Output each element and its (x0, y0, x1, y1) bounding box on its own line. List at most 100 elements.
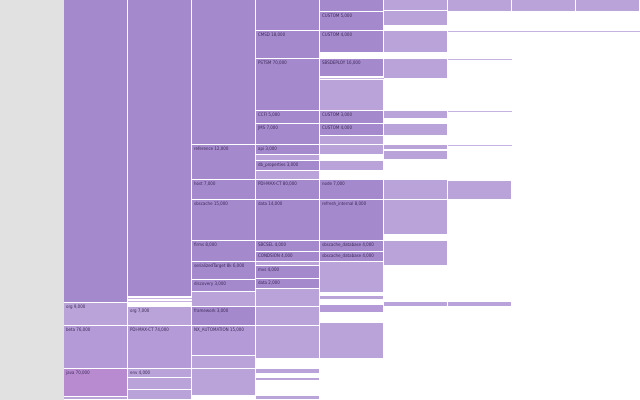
cell-label: NX_AUTOMATION 15,000 (194, 327, 244, 332)
icicle-cell[interactable] (320, 0, 384, 12)
icicle-cell[interactable] (320, 305, 384, 313)
cell-label: api 3,000 (258, 146, 277, 151)
icicle-cell[interactable] (576, 0, 640, 12)
icicle-cell[interactable] (256, 307, 320, 326)
icicle-cell[interactable] (384, 180, 448, 200)
icicle-cell[interactable] (256, 396, 320, 400)
cell-label: org 7,000 (130, 308, 150, 313)
icicle-cell[interactable] (192, 356, 256, 369)
icicle-cell[interactable]: beta 76,000 (64, 326, 128, 369)
icicle-cell[interactable] (320, 323, 384, 359)
icicle-cell[interactable]: serializedTarget 8k 6,000 (192, 262, 256, 280)
icicle-cell[interactable]: CMSD 18,000 (256, 31, 320, 59)
cell-label: serializedTarget 8k 6,000 (194, 263, 245, 268)
icicle-cell[interactable] (320, 80, 384, 111)
icicle-cell[interactable]: CONDSION 4,000 (256, 252, 320, 262)
icicle-cell[interactable] (256, 369, 320, 374)
icicle-cell[interactable] (384, 11, 448, 26)
cell-label: java 70,000 (66, 370, 90, 375)
cell-label: CMSD 18,000 (258, 32, 286, 37)
icicle-cell[interactable]: PDI-MAX-CT 80,000 (256, 180, 320, 200)
icicle-cell[interactable] (320, 296, 384, 300)
cell-label: reference 12,000 (194, 146, 229, 151)
icicle-cell[interactable] (128, 0, 192, 297)
icicle-cell[interactable]: org 9,000 (64, 303, 128, 326)
icicle-cell[interactable] (320, 161, 384, 171)
cell-label: sbscache_database 4,000 (322, 242, 374, 247)
icicle-cell[interactable]: SBCSEL 4,000 (256, 241, 320, 252)
icicle-cell[interactable]: sbscache_database 4,000 (320, 252, 384, 262)
icicle-cell[interactable]: framework 3,000 (192, 307, 256, 326)
icicle-cell[interactable] (256, 262, 320, 266)
icicle-cell[interactable]: api 3,000 (256, 145, 320, 155)
cell-label: discovery 3,000 (194, 281, 226, 286)
icicle-cell[interactable]: CCFI 5,000 (256, 111, 320, 124)
icicle-cell[interactable]: data 2,000 (256, 279, 320, 289)
icicle-cell[interactable]: db_properties 3,000 (256, 161, 320, 171)
icicle-cell[interactable]: CUSTOM 3,000 (320, 111, 384, 124)
cell-label: framework 3,000 (194, 308, 229, 313)
icicle-cell[interactable] (256, 155, 320, 161)
icicle-cell[interactable]: reference 12,000 (192, 145, 256, 180)
cell-label: db_properties 3,000 (258, 162, 299, 167)
icicle-cell[interactable] (192, 292, 256, 307)
icicle-cell[interactable]: CUSTOM 4,000 (320, 124, 384, 136)
icicle-cell[interactable] (384, 0, 448, 11)
icicle-cell[interactable] (384, 31, 448, 53)
icicle-cell[interactable] (384, 111, 448, 119)
cell-label: CCFI 5,000 (258, 112, 280, 117)
icicle-cell[interactable] (256, 326, 320, 359)
icicle-cell[interactable] (384, 241, 448, 266)
icicle-cell[interactable]: firms 8,000 (192, 241, 256, 262)
icicle-cell[interactable] (384, 151, 448, 160)
icicle-cell[interactable] (320, 145, 384, 155)
icicle-cell[interactable] (64, 0, 128, 303)
icicle-cell[interactable]: host 7,000 (192, 180, 256, 200)
cell-label: env 4,000 (130, 370, 151, 375)
icicle-cell[interactable] (256, 0, 320, 31)
icicle-cell[interactable] (448, 0, 512, 12)
cell-label: org 9,000 (66, 304, 86, 309)
icicle-cell[interactable]: PDI-MAX-CT 74,000 (128, 326, 192, 369)
icicle-cell[interactable]: java 70,000 (64, 369, 128, 397)
cell-label: firms 8,000 (194, 242, 217, 247)
icicle-cell[interactable] (128, 390, 192, 400)
icicle-cell[interactable]: env 4,000 (128, 369, 192, 378)
icicle-cell[interactable] (512, 0, 576, 12)
icicle-cell[interactable] (448, 181, 512, 200)
icicle-cell[interactable] (384, 200, 448, 235)
cell-label: JMS 7,000 (258, 125, 278, 130)
icicle-cell[interactable] (320, 262, 384, 293)
icicle-cell[interactable]: refresh_internal 8,000 (320, 200, 384, 241)
icicle-cell[interactable]: node 7,000 (320, 180, 384, 200)
icicle-cell[interactable] (448, 302, 512, 307)
icicle-cell[interactable]: SBSDEPLOY 16,000 (320, 59, 384, 77)
icicle-stripe (128, 298, 192, 299)
icicle-cell[interactable]: data 14,000 (256, 200, 320, 241)
icicle-cell[interactable]: mvs 4,000 (256, 266, 320, 279)
icicle-cell[interactable] (256, 289, 320, 307)
icicle-cell[interactable]: JMS 7,000 (256, 124, 320, 145)
icicle-cell[interactable] (256, 171, 320, 180)
icicle-cell[interactable]: NX_AUTOMATION 15,000 (192, 326, 256, 356)
icicle-cell[interactable]: CUSTOM 5,000 (320, 12, 384, 31)
icicle-cell[interactable]: org 7,000 (128, 307, 192, 326)
icicle-cell[interactable] (192, 369, 256, 396)
icicle-cell[interactable] (384, 124, 448, 136)
icicle-cell[interactable] (128, 378, 192, 390)
icicle-cell[interactable] (192, 0, 256, 145)
icicle-cell[interactable]: sbscache_database 4,000 (320, 241, 384, 252)
icicle-stripe (448, 145, 512, 146)
icicle-cell[interactable] (384, 302, 448, 307)
icicle-cell[interactable] (384, 59, 448, 79)
icicle-cell[interactable]: PSTSM 70,000 (256, 59, 320, 111)
icicle-cell[interactable]: discovery 3,000 (192, 280, 256, 292)
cell-label: beta 76,000 (66, 327, 91, 332)
icicle-cell[interactable]: CUSTOM 4,000 (320, 31, 384, 53)
icicle-cell[interactable]: sbscache 15,000 (192, 200, 256, 241)
icicle-stripe (128, 301, 192, 302)
icicle-cell[interactable] (256, 378, 320, 381)
cell-label: SBSDEPLOY 16,000 (322, 60, 361, 65)
icicle-cell[interactable] (320, 136, 384, 145)
icicle-cell[interactable] (384, 145, 448, 150)
